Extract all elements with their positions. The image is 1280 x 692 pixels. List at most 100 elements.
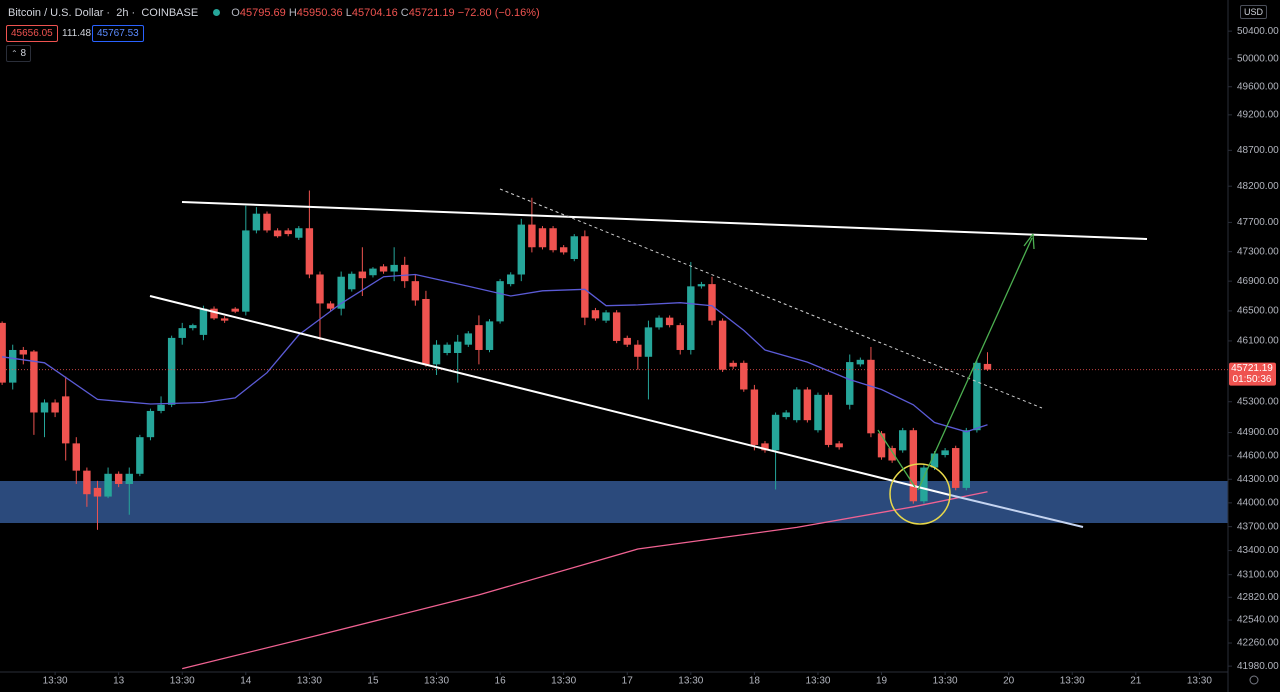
candle-body <box>61 396 70 444</box>
moving-average <box>2 273 988 433</box>
candle-body <box>358 271 367 279</box>
x-tick-label: 13 <box>113 676 125 687</box>
ask-price[interactable]: 45767.53 <box>92 25 144 42</box>
candle-body <box>538 228 547 248</box>
y-tick-label: 43100.00 <box>1237 569 1279 580</box>
candle-body <box>0 322 6 383</box>
last-price-label: 45721.19 <box>1231 363 1273 374</box>
candle-body <box>496 281 504 322</box>
candle-body <box>485 321 494 350</box>
ohlc-value: 45950.36 <box>296 7 343 19</box>
x-tick-label: 17 <box>622 676 634 687</box>
candle-body <box>740 362 748 390</box>
candle-body <box>591 310 600 319</box>
candle-body <box>464 333 473 345</box>
x-tick-label: 15 <box>367 676 379 687</box>
candle-body <box>941 450 949 456</box>
candle-body <box>51 402 59 413</box>
candle-body <box>793 389 801 421</box>
candle-body <box>411 281 420 301</box>
candle-body <box>973 362 981 431</box>
candle-body <box>316 274 324 304</box>
exchange: COINBASE <box>141 7 199 19</box>
support-trendline-extension <box>949 494 1084 528</box>
chevron-icon: ⌃ <box>11 49 18 58</box>
y-tick-label: 41980.00 <box>1237 661 1279 672</box>
candle-body <box>676 325 684 350</box>
highlight-circle <box>889 463 951 525</box>
support-trendline <box>149 295 951 496</box>
bid-price[interactable]: 45656.05 <box>6 25 58 42</box>
bar-countdown: 01:50:36 <box>1233 374 1272 385</box>
currency-selector[interactable]: USD <box>1240 5 1268 19</box>
x-tick-label: 13:30 <box>551 676 576 687</box>
candle-body <box>454 341 462 353</box>
candle-body <box>178 328 186 338</box>
candle-body <box>104 473 112 497</box>
interval: 2h <box>116 7 129 19</box>
candle-body <box>803 389 812 421</box>
candle-body <box>401 264 409 282</box>
candle-body <box>19 349 28 355</box>
ohlc-value: 45795.69 <box>239 7 286 19</box>
arrow-lead <box>877 429 916 488</box>
candle-body <box>242 230 250 312</box>
candle-body <box>210 308 218 319</box>
ohlc-letter: H <box>288 7 297 19</box>
moving-average <box>182 491 988 670</box>
candle-body <box>157 404 165 411</box>
y-tick-label: 44600.00 <box>1237 450 1279 461</box>
candle-body <box>199 308 208 335</box>
x-tick-label: 14 <box>240 676 252 687</box>
candle-body <box>273 230 282 237</box>
candle-body <box>326 303 335 309</box>
candle-body <box>83 470 91 495</box>
candle-body <box>189 325 197 329</box>
candle-body <box>909 430 918 502</box>
indicator-toggle[interactable]: ⌃ 8 <box>6 45 32 62</box>
candle-body <box>443 344 451 353</box>
ohlc-value: 45704.16 <box>351 7 398 19</box>
candle-body <box>867 359 875 434</box>
y-tick-label: 46100.00 <box>1237 336 1279 347</box>
candle-body <box>782 412 790 418</box>
y-tick-label: 49200.00 <box>1237 109 1279 120</box>
y-tick-label: 42260.00 <box>1237 638 1279 649</box>
y-tick-label: 48700.00 <box>1237 145 1279 156</box>
x-tick-label: 13:30 <box>805 676 830 687</box>
candle-body <box>612 312 621 341</box>
candle-body <box>506 274 515 285</box>
y-tick-label: 42540.00 <box>1237 615 1279 626</box>
candle-body <box>136 437 144 474</box>
y-tick-label: 47300.00 <box>1237 246 1279 257</box>
x-tick-label: 13:30 <box>43 676 68 687</box>
y-tick-label: 44000.00 <box>1237 498 1279 509</box>
candle-body <box>549 228 557 251</box>
candle-body <box>220 318 229 321</box>
candle-body <box>528 224 536 248</box>
price-change: −72.80 (−0.16%) <box>457 7 540 19</box>
candle-body <box>517 224 525 275</box>
y-tick-label: 50000.00 <box>1237 53 1279 64</box>
candle-body <box>231 308 239 312</box>
candle-body <box>295 228 303 238</box>
ohlc-letter: C <box>400 7 409 19</box>
candle-body <box>846 362 854 405</box>
candle-body <box>718 320 727 370</box>
x-tick-label: 13:30 <box>678 676 703 687</box>
support-zone <box>0 481 1228 523</box>
market-status-dot <box>213 9 221 16</box>
candle-body <box>125 473 133 484</box>
candle-body <box>570 236 578 260</box>
settings-icon[interactable] <box>1249 675 1259 685</box>
candle-body <box>602 312 610 321</box>
candle-body <box>962 430 971 488</box>
candle-body <box>167 337 176 405</box>
indicator-count: 8 <box>20 48 27 59</box>
candle-body <box>72 443 80 471</box>
candle-body <box>252 213 261 231</box>
candle-body <box>951 448 960 488</box>
x-tick-label: 13:30 <box>1187 676 1212 687</box>
symbol-header: Bitcoin / U.S. Dollar · 2h · COINBASE O4… <box>8 7 540 19</box>
